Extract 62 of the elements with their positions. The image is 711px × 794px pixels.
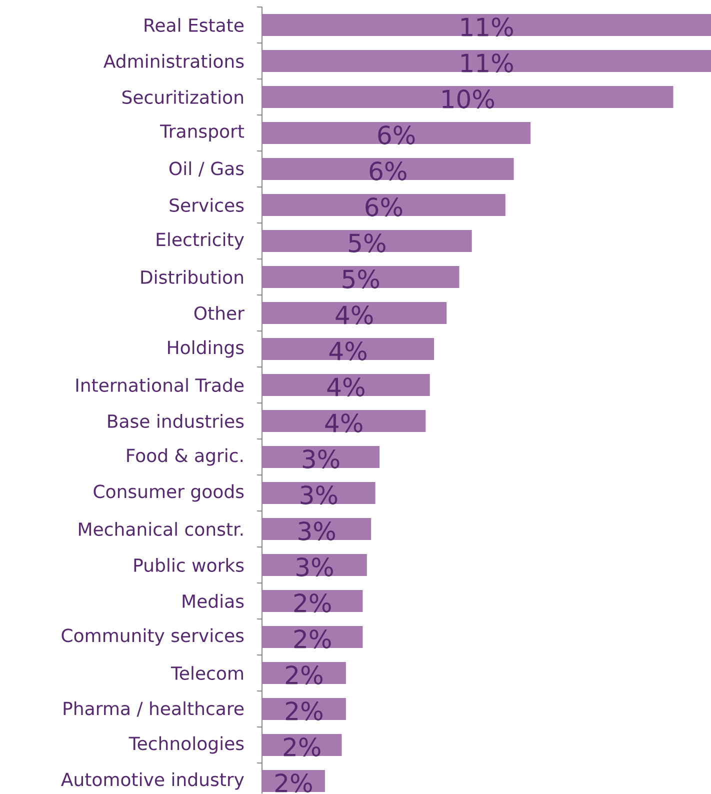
y-tick-label: Distribution [141, 270, 243, 284]
data-label: 4% [325, 414, 362, 432]
bar [262, 374, 430, 396]
y-tick-label: Public works [134, 558, 244, 572]
y-tick-label: Other [194, 306, 244, 320]
data-label: 4% [329, 342, 366, 360]
y-tick-label: Securitization [122, 90, 243, 104]
bar [262, 482, 376, 504]
data-label: 6% [378, 126, 415, 144]
bar [262, 122, 531, 144]
data-label: 2% [284, 738, 320, 756]
bar [262, 14, 711, 36]
y-tick-label: Services [170, 198, 244, 212]
y-tick-label: Base industries [108, 414, 244, 428]
data-label: 3% [300, 486, 338, 504]
bar [262, 302, 447, 324]
y-tick-label: Oil / Gas [169, 161, 244, 177]
bar [262, 446, 380, 468]
y-tick-label: Consumer goods [94, 484, 244, 502]
data-label: 2% [286, 666, 322, 684]
bar [262, 230, 472, 252]
bar [262, 590, 363, 612]
data-label: 4% [327, 378, 364, 396]
data-label: 10% [442, 90, 494, 108]
bar [262, 518, 372, 540]
y-tick-label: Electricity [156, 232, 244, 250]
data-label: 11% [461, 54, 513, 72]
data-label: 5% [349, 234, 386, 252]
data-label: 5% [342, 270, 380, 288]
y-tick-label: Medias [182, 594, 244, 608]
bar [262, 158, 514, 180]
data-label: 4% [336, 306, 373, 324]
data-label: 6% [370, 162, 406, 180]
y-tick-label: Community services [62, 628, 244, 646]
data-label: 3% [302, 450, 340, 468]
bar [262, 50, 711, 72]
data-label: 3% [296, 558, 333, 576]
data-label: 11% [461, 18, 513, 36]
data-label: 2% [294, 594, 331, 612]
y-tick-label: Administrations [104, 54, 244, 68]
y-tick-label: Food & agric. [127, 448, 243, 466]
y-tick-label: Telecom [170, 666, 243, 680]
data-label: 2% [275, 774, 312, 792]
y-tick-label: Transport [160, 124, 244, 142]
y-tick-label: Pharma / healthcare [64, 701, 244, 717]
bar [262, 194, 506, 216]
bar [262, 266, 460, 288]
data-label: 2% [286, 702, 322, 720]
y-tick-label: Mechanical constr. [79, 522, 243, 536]
bar [262, 410, 426, 432]
y-tick-label: Automotive industry [61, 772, 244, 790]
data-label: 3% [298, 522, 335, 540]
y-tick-label: International Trade [76, 378, 244, 392]
y-tick-label: Technologies [128, 736, 244, 754]
bar [262, 86, 674, 108]
data-label: 2% [294, 630, 331, 648]
data-label: 6% [366, 198, 402, 216]
y-tick-label: Real Estate [144, 18, 244, 32]
bar [262, 626, 363, 648]
bar [262, 338, 434, 360]
y-tick-label: Holdings [168, 340, 244, 358]
bar [262, 554, 367, 576]
